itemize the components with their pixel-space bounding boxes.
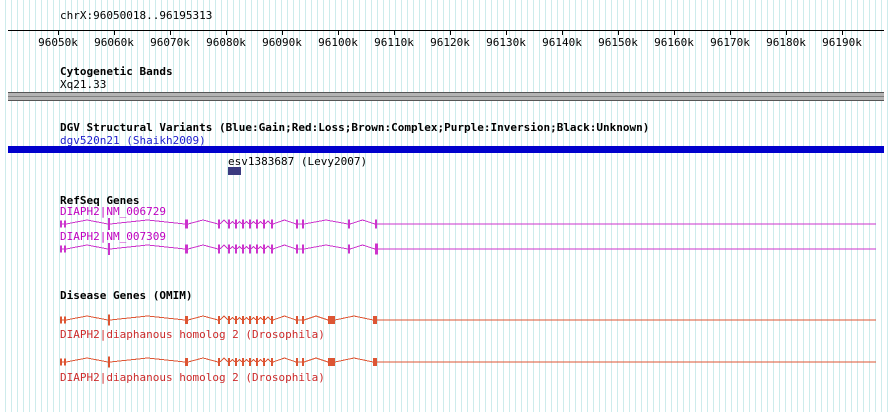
omim-gene-label: DIAPH2|diaphanous homolog 2 (Drosophila) [60, 371, 325, 384]
ruler-tick-label: 96060k [94, 36, 134, 49]
dgv-variant-bar[interactable] [8, 146, 884, 153]
ruler-tick-label: 96080k [206, 36, 246, 49]
ruler-tick-label: 96190k [822, 36, 862, 49]
ruler-tick [506, 31, 507, 35]
ruler-tick [618, 31, 619, 35]
ruler-tick [226, 31, 227, 35]
refseq-gene-model[interactable] [0, 216, 890, 232]
ruler-tick [170, 31, 171, 35]
ruler-tick-label: 96170k [710, 36, 750, 49]
refseq-gene-label: DIAPH2|NM_006729 [60, 205, 166, 218]
omim-gene-model[interactable] [0, 354, 890, 370]
ruler-axis-line [8, 30, 884, 31]
region-coordinates-label: chrX:96050018..96195313 [60, 9, 213, 22]
ruler-tick [282, 31, 283, 35]
dgv-feature-label: esv1383687 (Levy2007) [228, 155, 368, 168]
cytoband-bar[interactable] [8, 92, 884, 101]
omim-gene-model[interactable] [0, 312, 890, 328]
ruler-tick [450, 31, 451, 35]
ruler-tick [114, 31, 115, 35]
ruler-tick-label: 96160k [654, 36, 694, 49]
ruler-tick [562, 31, 563, 35]
ruler-tick-label: 96130k [486, 36, 526, 49]
ruler-ticks: 96050k 96060k 96070k 96080k 96090k 96100k 9611… [0, 31, 890, 51]
ruler-tick-label: 96050k [38, 36, 78, 49]
ruler-tick-label: 96090k [262, 36, 302, 49]
refseq-gene-model[interactable] [0, 241, 890, 257]
ruler-tick [58, 31, 59, 35]
dgv-track-title: DGV Structural Variants (Blue:Gain;Red:L… [60, 121, 650, 134]
ruler-tick-label: 96150k [598, 36, 638, 49]
refseq-track-title: RefSeq Genes [60, 194, 140, 207]
ruler-tick-label: 96070k [150, 36, 190, 49]
ruler-tick-label: 96120k [430, 36, 470, 49]
ruler-tick-label: 96180k [766, 36, 806, 49]
dgv-feature-box[interactable] [228, 167, 241, 175]
ruler-tick [786, 31, 787, 35]
ruler-tick-label: 96110k [374, 36, 414, 49]
ruler-tick [674, 31, 675, 35]
cytoband-label: Xq21.33 [60, 78, 107, 91]
omim-gene-label: DIAPH2|diaphanous homolog 2 (Drosophila) [60, 328, 325, 341]
ruler-tick [842, 31, 843, 35]
cytobands-track-title: Cytogenetic Bands [60, 65, 173, 78]
dgv-variant-label: dgv520n21 (Shaikh2009) [60, 134, 206, 147]
ruler-tick-label: 96100k [318, 36, 358, 49]
refseq-gene-label: DIAPH2|NM_007309 [60, 230, 166, 243]
omim-track-title: Disease Genes (OMIM) [60, 289, 193, 302]
ruler-tick [730, 31, 731, 35]
ruler-tick [394, 31, 395, 35]
ruler-tick [338, 31, 339, 35]
ruler-tick-label: 96140k [542, 36, 582, 49]
